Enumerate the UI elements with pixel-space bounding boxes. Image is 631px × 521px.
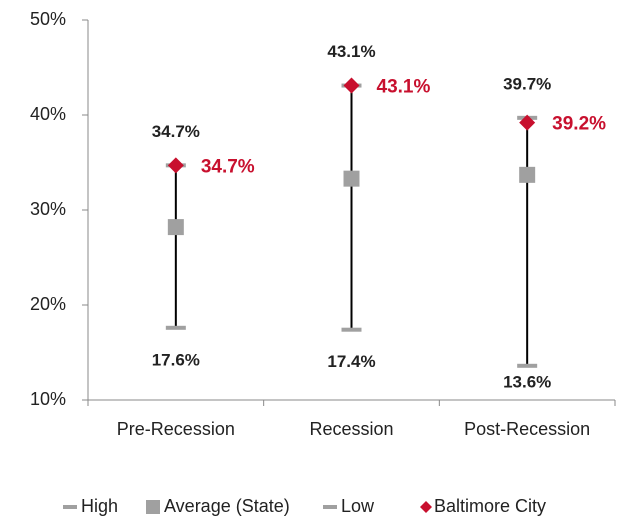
- y-tick-label: 20%: [30, 294, 66, 314]
- high-label: 43.1%: [327, 42, 375, 61]
- average-marker: [343, 170, 360, 187]
- y-tick-label: 40%: [30, 104, 66, 124]
- legend-label: Low: [341, 496, 375, 516]
- baltimore-marker: [167, 157, 184, 174]
- average-marker: [519, 166, 536, 183]
- low-marker: [165, 325, 186, 330]
- y-tick-label: 30%: [30, 199, 66, 219]
- low-marker: [341, 327, 362, 332]
- high-label: 34.7%: [152, 122, 200, 141]
- x-tick-label: Pre-Recession: [117, 419, 235, 439]
- low-label: 17.6%: [152, 350, 200, 369]
- low-marker: [517, 363, 538, 368]
- legend-marker: [420, 501, 432, 513]
- high-label: 39.7%: [503, 74, 551, 93]
- baltimore-marker: [343, 77, 360, 94]
- y-tick-label: 50%: [30, 9, 66, 29]
- legend-marker: [146, 500, 160, 514]
- legend-label: Average (State): [164, 496, 290, 516]
- legend-label: High: [81, 496, 118, 516]
- baltimore-label: 34.7%: [201, 156, 255, 177]
- baltimore-label: 39.2%: [552, 114, 606, 135]
- x-tick-label: Recession: [309, 419, 393, 439]
- baltimore-marker: [519, 114, 536, 131]
- low-label: 13.6%: [503, 372, 551, 391]
- legend-label: Baltimore City: [434, 496, 546, 516]
- legend-marker: [63, 505, 77, 509]
- low-label: 17.4%: [327, 352, 375, 371]
- legend-marker: [323, 505, 337, 509]
- baltimore-label: 43.1%: [377, 77, 431, 98]
- x-tick-label: Post-Recession: [464, 419, 590, 439]
- average-marker: [167, 219, 184, 236]
- y-tick-label: 10%: [30, 389, 66, 409]
